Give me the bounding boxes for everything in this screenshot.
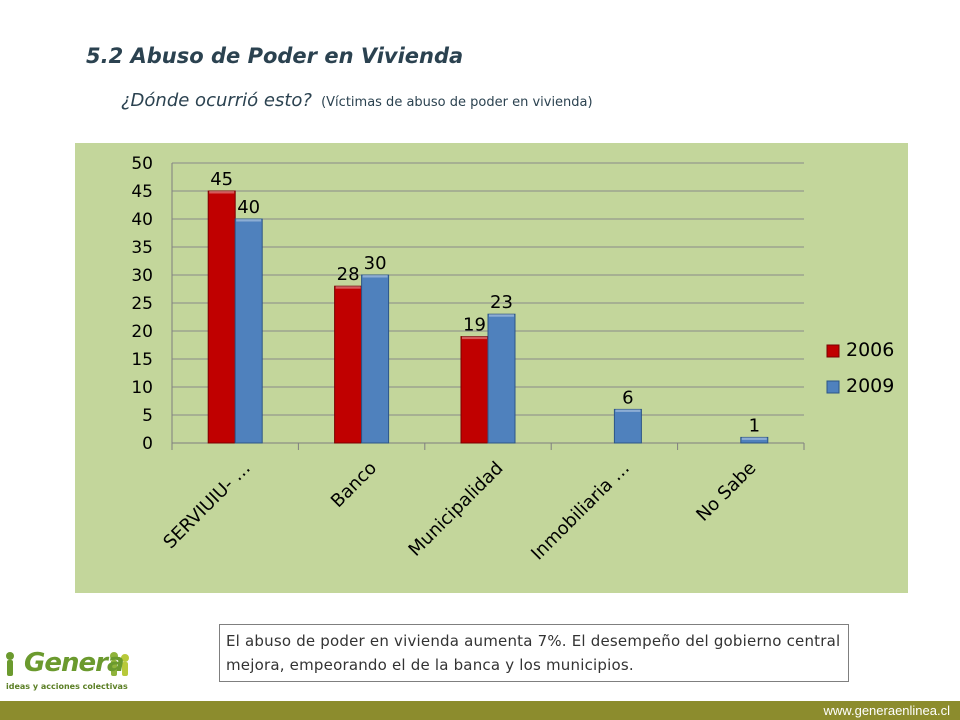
footer-bar: www.generaenlinea.cl: [0, 701, 960, 720]
data-label: 30: [364, 253, 387, 274]
x-tick-label: No Sabe: [692, 458, 760, 526]
logo-tagline: ideas y acciones colectivas: [6, 682, 128, 691]
bar-highlight: [462, 336, 487, 340]
y-tick-label: 40: [131, 210, 153, 230]
y-tick-label: 10: [131, 378, 153, 398]
logo-wordmark: Genera: [24, 648, 124, 678]
data-label: 1: [749, 415, 760, 436]
bar-2009: [234, 218, 263, 444]
people-icon: [6, 652, 129, 676]
y-tick-label: 45: [131, 182, 153, 202]
x-tick-label: Inmobiliaria …: [527, 458, 634, 565]
bar-highlight: [236, 219, 262, 222]
x-tick-label: SERVIUIU- …: [159, 458, 254, 553]
x-tick-label: Municipalidad: [405, 458, 508, 561]
y-tick-label: 50: [131, 154, 153, 174]
bar-2009: [740, 436, 769, 444]
bar-highlight: [362, 275, 388, 278]
y-tick-label: 35: [131, 238, 153, 258]
bar-2006: [334, 285, 363, 444]
legend-swatch-2009: [826, 380, 840, 394]
y-tick-label: 20: [131, 322, 153, 342]
footer-url[interactable]: www.generaenlinea.cl: [823, 703, 950, 718]
bar-2009: [361, 274, 390, 444]
data-label: 28: [337, 264, 360, 285]
bar-2006: [207, 190, 236, 444]
y-tick-label: 30: [131, 266, 153, 286]
bar-highlight: [489, 314, 514, 317]
y-tick-label: 15: [131, 350, 153, 370]
legend-label-2009: 2009: [846, 375, 894, 397]
data-label: 45: [210, 169, 233, 190]
bar-highlight: [209, 191, 235, 194]
data-label: 19: [463, 315, 486, 336]
y-tick-label: 0: [142, 434, 153, 454]
page-subtitle: ¿Dónde ocurrió esto? (Víctimas de abuso …: [121, 90, 593, 111]
bar-2009: [613, 408, 642, 444]
genera-logo: Genera ideas y acciones colectivas: [2, 648, 134, 700]
y-tick-label: 5: [142, 406, 153, 426]
bar-highlight: [615, 409, 641, 412]
data-label: 6: [622, 387, 633, 408]
bar-2006: [460, 336, 489, 444]
subtitle-question: ¿Dónde ocurrió esto?: [121, 90, 312, 111]
bar-highlight: [741, 437, 767, 440]
bar-highlight: [335, 286, 361, 289]
legend-swatch-2006: [826, 344, 840, 358]
chart-panel: 0 5 10 15 20 25 30 35 40 45 50 45 40 SERVIUIU- … 28 30 B…: [75, 143, 908, 593]
page-title: 5.2 Abuso de Poder en Vivienda: [86, 44, 464, 68]
y-tick-label: 25: [131, 294, 153, 314]
commentary-box: El abuso de poder en vivienda aumenta 7%…: [219, 624, 849, 682]
data-label: 40: [237, 197, 260, 218]
data-label: 23: [490, 292, 513, 313]
bar-2009: [487, 313, 516, 444]
x-tick-label: Banco: [327, 458, 381, 512]
subtitle-note: (Víctimas de abuso de poder en vivienda): [321, 95, 593, 110]
legend-label-2006: 2006: [846, 339, 894, 361]
